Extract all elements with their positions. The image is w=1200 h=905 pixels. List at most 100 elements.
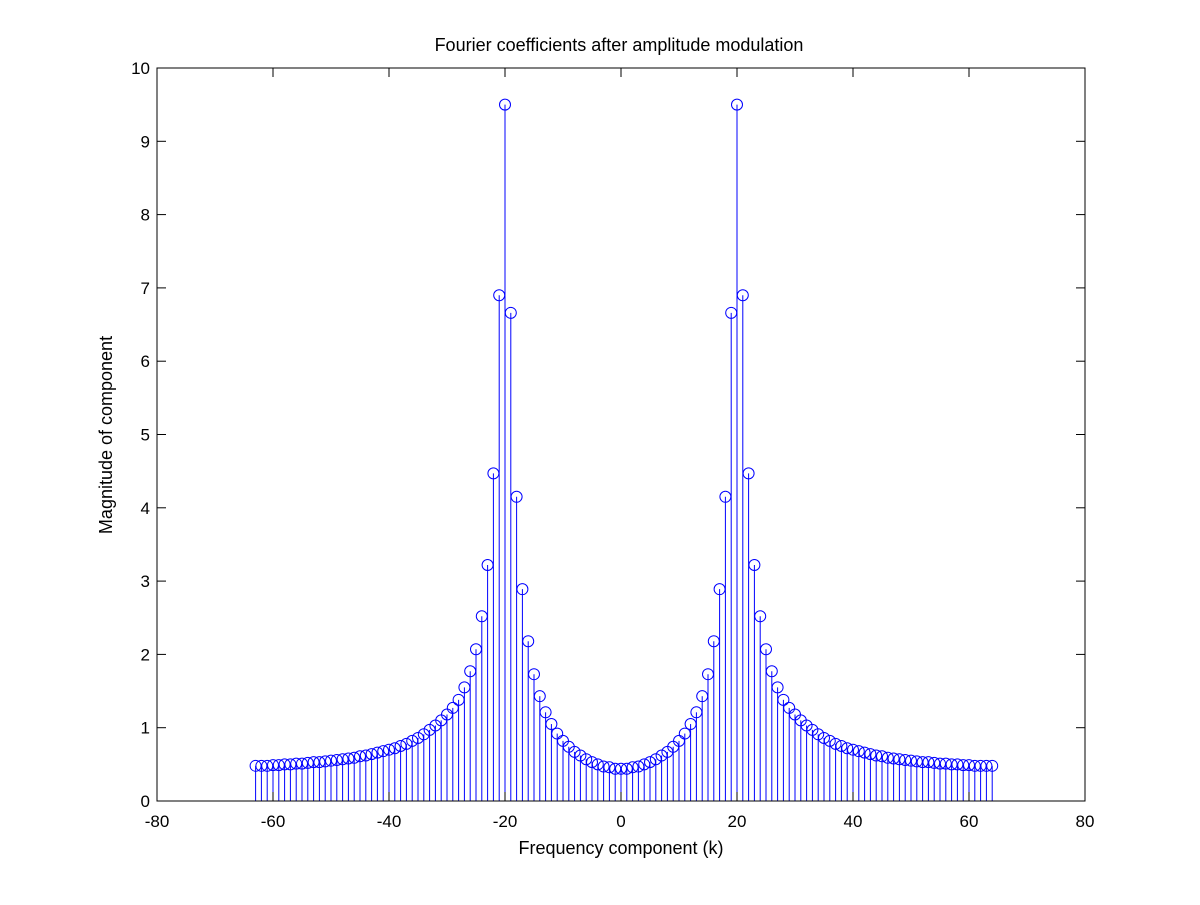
chart-title: Fourier coefficients after amplitude mod… bbox=[435, 35, 804, 55]
stem-marker bbox=[678, 727, 691, 740]
stem-marker bbox=[696, 690, 709, 703]
stem-marker bbox=[690, 706, 703, 719]
stem-marker bbox=[533, 690, 546, 703]
stem-marker bbox=[702, 668, 714, 681]
y-axis-title: Magnitude of component bbox=[96, 336, 116, 534]
stem-marker bbox=[777, 693, 790, 706]
stem-marker bbox=[968, 759, 981, 772]
stem-marker bbox=[481, 558, 494, 571]
stem-marker bbox=[823, 734, 836, 747]
stem-marker bbox=[452, 693, 465, 706]
stem-marker bbox=[928, 756, 941, 769]
stem-marker bbox=[864, 748, 877, 761]
stem-marker bbox=[348, 751, 361, 764]
stem-marker bbox=[760, 643, 772, 656]
stem-marker bbox=[649, 753, 662, 766]
stem-marker bbox=[847, 743, 859, 756]
stem-marker bbox=[876, 750, 888, 763]
stem-marker bbox=[812, 728, 825, 741]
stem-marker bbox=[400, 737, 413, 750]
stem-marker bbox=[499, 98, 511, 111]
stem-marker bbox=[673, 734, 685, 747]
x-tick-label: 0 bbox=[616, 812, 625, 831]
stem-marker bbox=[272, 759, 285, 772]
stem-marker bbox=[365, 748, 378, 761]
stem-marker bbox=[615, 762, 627, 775]
stem-marker bbox=[899, 753, 912, 766]
stem-marker bbox=[568, 745, 581, 758]
stem-marker bbox=[945, 758, 958, 771]
stem-marker bbox=[539, 706, 552, 719]
stem-marker bbox=[580, 753, 593, 766]
stem-marker bbox=[910, 755, 923, 768]
x-tick-label: 80 bbox=[1076, 812, 1095, 831]
stem-marker bbox=[255, 759, 268, 772]
stem-marker bbox=[510, 490, 523, 503]
stem-marker bbox=[852, 745, 865, 758]
stem-marker bbox=[267, 759, 279, 772]
stem-marker bbox=[916, 756, 929, 769]
stem-marker bbox=[313, 756, 326, 769]
stem-marker bbox=[458, 681, 471, 694]
y-tick-label: 2 bbox=[141, 645, 150, 664]
stem-marker bbox=[754, 610, 767, 623]
x-tick-label: 60 bbox=[960, 812, 979, 831]
stem-marker bbox=[922, 756, 935, 769]
x-axis-title: Frequency component (k) bbox=[518, 838, 723, 858]
x-tick-label: -80 bbox=[145, 812, 170, 831]
stem-marker bbox=[249, 759, 262, 772]
y-tick-label: 6 bbox=[141, 352, 150, 371]
stem-marker bbox=[301, 756, 314, 769]
stem-marker bbox=[626, 761, 639, 774]
stem-marker bbox=[371, 746, 384, 759]
stem-marker bbox=[829, 737, 842, 750]
stem-marker bbox=[736, 289, 749, 302]
stem-marker bbox=[487, 467, 500, 480]
stem-marker bbox=[597, 760, 610, 773]
stem-marker bbox=[934, 757, 946, 770]
stem-marker bbox=[620, 762, 633, 775]
stem-marker bbox=[388, 742, 401, 755]
ticks-layer bbox=[156, 67, 1086, 802]
stem-marker bbox=[609, 762, 622, 775]
y-tick-label: 3 bbox=[141, 572, 150, 591]
stem-marker bbox=[905, 754, 917, 767]
stem-marker bbox=[707, 635, 720, 648]
stem-marker bbox=[939, 757, 952, 770]
stem-marker bbox=[771, 681, 784, 694]
stem-marker bbox=[284, 758, 297, 771]
stem-marker bbox=[522, 635, 535, 648]
x-tick-label: -40 bbox=[377, 812, 402, 831]
stem-marker bbox=[748, 558, 761, 571]
stem-marker bbox=[330, 753, 343, 766]
stem-marker bbox=[290, 757, 303, 770]
stem-marker bbox=[858, 746, 871, 759]
stem-marker bbox=[412, 731, 424, 744]
stem-marker bbox=[644, 756, 656, 769]
y-tick-label: 4 bbox=[141, 499, 150, 518]
y-tick-label: 1 bbox=[141, 719, 150, 738]
stem-marker bbox=[394, 740, 407, 753]
markers-layer bbox=[249, 98, 999, 775]
y-tick-label: 0 bbox=[141, 792, 150, 811]
stem-marker bbox=[731, 98, 743, 111]
stem-marker bbox=[603, 761, 616, 774]
stem-marker bbox=[632, 760, 645, 773]
stem-marker bbox=[278, 758, 291, 771]
x-tick-label: -20 bbox=[493, 812, 518, 831]
stem-marker bbox=[342, 752, 355, 765]
stem-marker bbox=[887, 752, 900, 765]
stem-marker bbox=[545, 718, 558, 731]
stem-marker bbox=[591, 758, 604, 771]
stem-marker bbox=[841, 742, 854, 755]
axes-box bbox=[156, 67, 1086, 802]
stem-marker bbox=[684, 718, 697, 731]
stem-marker bbox=[336, 753, 349, 766]
stem-marker bbox=[719, 490, 732, 503]
stem-marker bbox=[974, 759, 987, 772]
stem-marker bbox=[325, 754, 337, 767]
stem-marker bbox=[354, 750, 366, 763]
stem-marker bbox=[586, 756, 598, 769]
stem-marker bbox=[980, 759, 993, 772]
y-tick-label: 7 bbox=[141, 279, 150, 298]
